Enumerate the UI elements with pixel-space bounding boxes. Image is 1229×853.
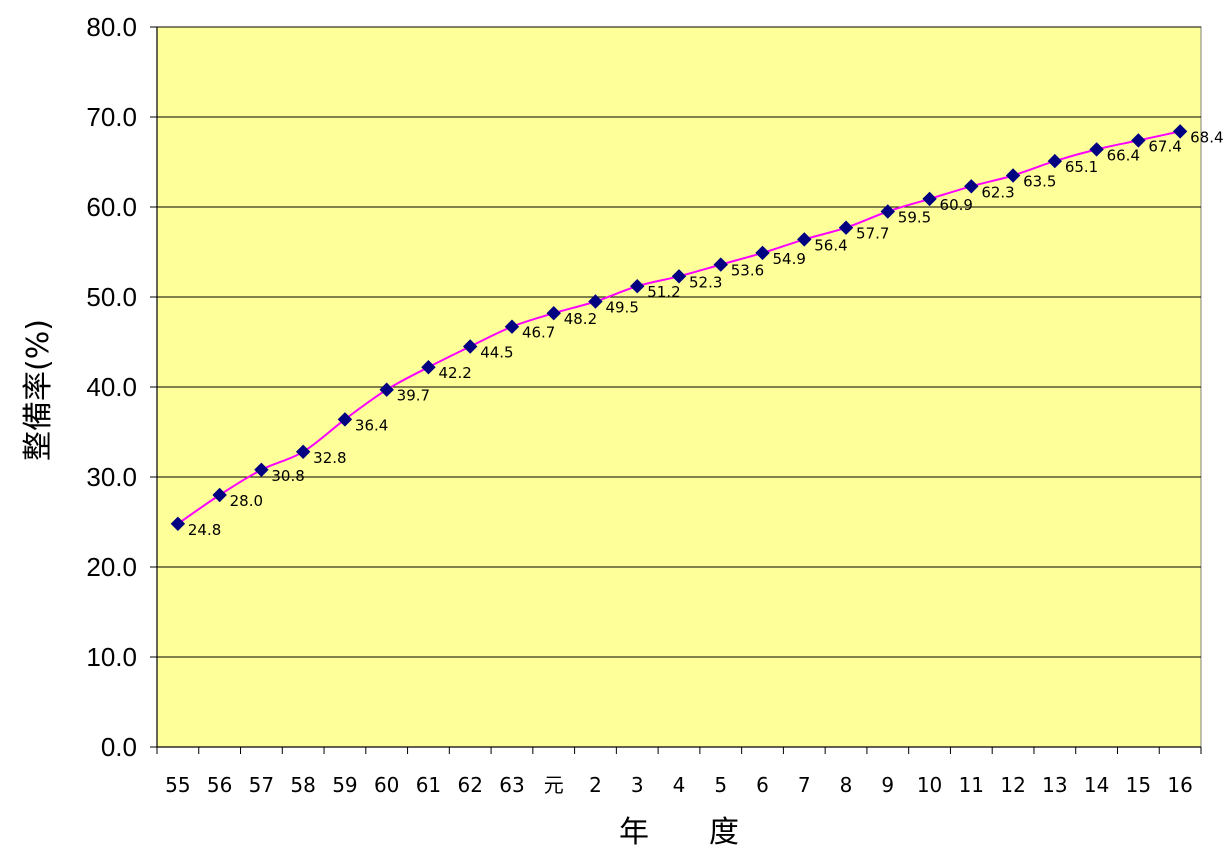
data-point-marker (295, 444, 311, 460)
data-label: 62.3 (981, 183, 1014, 201)
x-tick-label: 13 (1042, 773, 1067, 797)
data-point-marker (421, 359, 436, 375)
data-label: 49.5 (605, 299, 638, 317)
data-point-marker (1005, 168, 1021, 183)
data-label: 63.5 (1023, 173, 1056, 191)
y-tick-label: 10.0 (86, 642, 137, 672)
data-label: 52.3 (689, 273, 722, 291)
y-tick-label: 20.0 (86, 552, 137, 582)
data-label: 68.4 (1190, 128, 1223, 146)
data-label: 36.4 (355, 416, 388, 434)
data-point-marker (1089, 142, 1104, 157)
data-label: 42.2 (438, 364, 471, 382)
data-point-marker (1131, 133, 1146, 148)
x-tick-label: 12 (1000, 773, 1025, 797)
data-point-marker (1047, 153, 1063, 169)
data-point-marker (797, 232, 812, 247)
data-label: 67.4 (1148, 137, 1181, 155)
data-label: 46.7 (522, 324, 555, 342)
data-label: 57.7 (856, 225, 889, 243)
x-tick-label: 4 (673, 773, 686, 797)
data-label: 51.2 (647, 283, 680, 301)
data-point-marker (630, 278, 645, 294)
data-point-marker (755, 245, 770, 261)
x-tick-label: 59 (332, 773, 357, 797)
y-tick-label: 70.0 (86, 102, 137, 132)
x-tick-label: 55 (165, 773, 190, 797)
data-point-marker (838, 220, 854, 235)
data-point-marker (671, 269, 687, 284)
y-tick-label: 50.0 (86, 282, 137, 312)
x-axis-title: 年 度 (619, 815, 739, 850)
data-label: 44.5 (480, 344, 513, 362)
y-tick-label: 0.0 (101, 732, 137, 762)
x-tick-label: 56 (207, 773, 232, 797)
x-tick-label: 5 (714, 773, 727, 797)
x-tick-label: 10 (917, 773, 942, 797)
data-label: 54.9 (773, 250, 806, 268)
y-tick-label: 60.0 (86, 192, 137, 222)
data-point-marker (546, 305, 561, 321)
data-point-marker (1172, 124, 1188, 139)
x-tick-label: 元 (544, 773, 564, 797)
data-point-marker (254, 462, 269, 478)
data-point-marker (713, 257, 728, 272)
x-tick-label: 8 (840, 773, 853, 797)
x-tick-label: 16 (1167, 773, 1192, 797)
y-axis-title: 整備率(%) (21, 319, 56, 461)
data-point-marker (504, 319, 520, 334)
x-axis-ticks: 55 56 57 58 59 60 61 62 63 元 2 3 4 5 6 7 8 9 10 11 12 13 14 15 1… (156, 747, 1202, 797)
data-label: 28.0 (230, 492, 263, 510)
x-tick-label: 57 (249, 773, 274, 797)
data-label: 39.7 (397, 387, 430, 405)
data-point-marker (212, 487, 227, 503)
data-point-marker (588, 294, 603, 309)
x-tick-label: 61 (416, 773, 441, 797)
data-markers (170, 124, 1188, 532)
data-label: 30.8 (271, 467, 304, 485)
x-tick-label: 63 (499, 773, 524, 797)
x-tick-label: 62 (457, 773, 482, 797)
x-tick-label: 3 (631, 773, 644, 797)
data-label: 24.8 (188, 521, 221, 539)
data-labels: 24.8 28.0 30.8 32.8 36.4 39.7 42.2 44.5 46.7 48.2… (188, 128, 1224, 538)
data-point-marker (964, 179, 979, 194)
x-tick-label: 7 (798, 773, 811, 797)
data-label: 48.2 (564, 310, 597, 328)
x-tick-label: 14 (1084, 773, 1109, 797)
x-tick-label: 11 (959, 773, 984, 797)
data-label: 66.4 (1107, 146, 1140, 164)
data-label: 65.1 (1065, 158, 1098, 176)
y-tick-label: 30.0 (86, 462, 137, 492)
x-tick-label: 15 (1126, 773, 1151, 797)
data-label: 56.4 (814, 236, 847, 254)
data-label: 53.6 (731, 262, 764, 280)
x-tick-label: 60 (374, 773, 399, 797)
data-point-marker (170, 516, 186, 532)
x-tick-label: 9 (881, 773, 894, 797)
x-tick-label: 6 (756, 773, 769, 797)
data-label: 59.5 (898, 209, 931, 227)
x-tick-label: 58 (290, 773, 315, 797)
data-point-marker (462, 339, 478, 354)
data-point-marker (880, 204, 896, 219)
data-point-marker (379, 382, 394, 397)
y-tick-label: 40.0 (86, 372, 137, 402)
y-tick-label: 80.0 (86, 12, 137, 42)
x-tick-label: 2 (589, 773, 602, 797)
data-point-marker (337, 412, 353, 427)
data-label: 32.8 (313, 449, 346, 467)
data-point-marker (922, 191, 937, 207)
y-axis-ticks: 0.0 10.0 20.0 30.0 40.0 50.0 60.0 70.0 80.0 (86, 12, 157, 762)
data-label: 60.9 (940, 196, 973, 214)
